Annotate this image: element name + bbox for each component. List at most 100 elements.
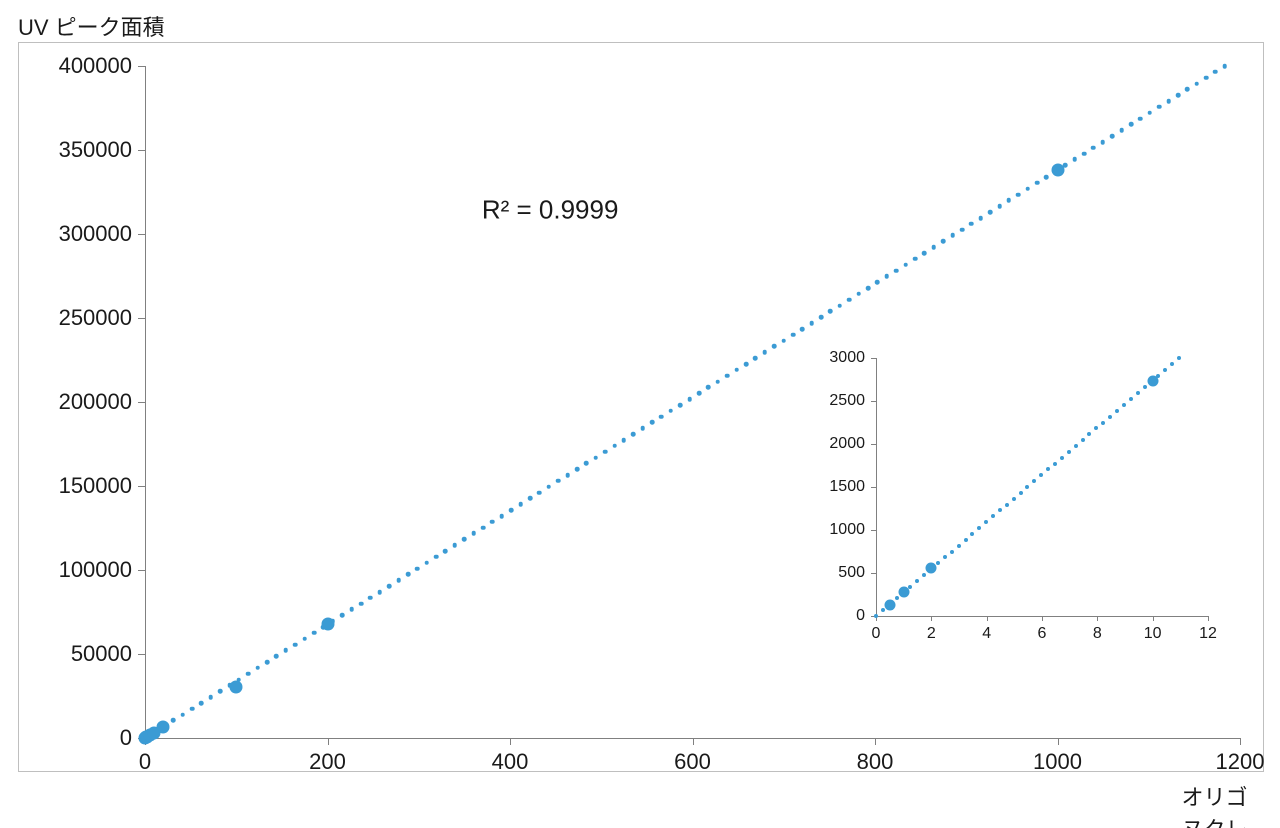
inset-trend-dot bbox=[881, 608, 885, 612]
trend-dot bbox=[349, 607, 354, 612]
trend-dot bbox=[650, 420, 655, 425]
trend-dot bbox=[1025, 186, 1030, 191]
y-axis-line bbox=[145, 66, 146, 738]
y-tick-label: 250000 bbox=[59, 305, 132, 331]
trend-dot bbox=[500, 514, 505, 519]
x-tick-mark bbox=[1240, 738, 1241, 745]
trend-dot bbox=[1157, 105, 1162, 110]
inset-y-tick-mark bbox=[871, 530, 876, 531]
inset-x-tick-label: 8 bbox=[1093, 625, 1102, 643]
trend-dot bbox=[208, 695, 213, 700]
trend-dot bbox=[687, 397, 692, 402]
y-tick-mark bbox=[138, 402, 145, 403]
trend-dot bbox=[462, 537, 467, 542]
trend-dot bbox=[622, 438, 627, 443]
inset-trend-dot bbox=[1005, 503, 1009, 507]
inset-trend-dot bbox=[1108, 415, 1112, 419]
inset-trend-dot bbox=[1170, 362, 1174, 366]
trend-dot bbox=[744, 362, 749, 367]
inset-trend-dot bbox=[1032, 479, 1036, 483]
inset-trend-dot bbox=[970, 532, 974, 536]
trend-dot bbox=[434, 555, 439, 560]
inset-data-point bbox=[926, 562, 937, 573]
inset-x-tick-label: 4 bbox=[982, 625, 991, 643]
trend-dot bbox=[1223, 64, 1228, 69]
trend-dot bbox=[255, 666, 260, 671]
trend-dot bbox=[866, 286, 871, 291]
trend-dot bbox=[903, 262, 908, 267]
inset-x-tick-label: 6 bbox=[1038, 625, 1047, 643]
trend-dot bbox=[1007, 198, 1012, 203]
trend-dot bbox=[1129, 122, 1134, 127]
trend-dot bbox=[1176, 93, 1181, 98]
inset-trend-dot bbox=[936, 561, 940, 565]
trend-dot bbox=[453, 543, 458, 548]
trend-dot bbox=[997, 204, 1002, 209]
inset-data-point bbox=[884, 599, 895, 610]
trend-dot bbox=[950, 233, 955, 238]
trend-dot bbox=[603, 449, 608, 454]
trend-dot bbox=[1016, 192, 1021, 197]
data-point bbox=[1051, 164, 1064, 177]
trend-dot bbox=[471, 531, 476, 536]
trend-dot bbox=[753, 356, 758, 361]
x-tick-label: 1000 bbox=[1033, 749, 1082, 775]
y-tick-label: 100000 bbox=[59, 557, 132, 583]
trend-dot bbox=[171, 718, 176, 723]
x-tick-mark bbox=[1058, 738, 1059, 745]
trend-dot bbox=[716, 379, 721, 384]
inset-trend-dot bbox=[998, 508, 1002, 512]
trend-dot bbox=[697, 391, 702, 396]
trend-dot bbox=[772, 344, 777, 349]
trend-dot bbox=[612, 444, 617, 449]
inset-trend-dot bbox=[874, 614, 878, 618]
inset-x-tick-mark bbox=[1153, 616, 1154, 621]
trend-dot bbox=[481, 525, 486, 530]
trend-dot bbox=[443, 549, 448, 554]
trend-dot bbox=[1194, 81, 1199, 86]
inset-x-tick-mark bbox=[987, 616, 988, 621]
trend-dot bbox=[885, 274, 890, 279]
inset-trend-dot bbox=[1060, 456, 1064, 460]
trend-dot bbox=[406, 572, 411, 577]
inset-trend-dot bbox=[1074, 444, 1078, 448]
trend-dot bbox=[659, 414, 664, 419]
trend-dot bbox=[1072, 157, 1077, 162]
trend-dot bbox=[518, 502, 523, 507]
inset-x-tick-label: 2 bbox=[927, 625, 936, 643]
y-tick-mark bbox=[138, 150, 145, 151]
x-tick-label: 0 bbox=[139, 749, 151, 775]
trend-dot bbox=[988, 210, 993, 215]
inset-plot-area: 024681012050010001500200025003000 bbox=[876, 358, 1208, 616]
trend-dot bbox=[368, 595, 373, 600]
trend-dot bbox=[509, 508, 514, 513]
trend-dot bbox=[913, 257, 918, 262]
y-tick-mark bbox=[138, 318, 145, 319]
data-point bbox=[230, 680, 243, 693]
trend-dot bbox=[791, 333, 796, 338]
inset-data-point bbox=[898, 586, 909, 597]
inset-trend-dot bbox=[1039, 473, 1043, 477]
inset-trend-dot bbox=[895, 596, 899, 600]
x-tick-mark bbox=[510, 738, 511, 745]
trend-dot bbox=[856, 292, 861, 297]
y-tick-label: 50000 bbox=[71, 641, 132, 667]
trend-dot bbox=[274, 654, 279, 659]
trend-dot bbox=[1147, 110, 1152, 115]
trend-dot bbox=[359, 601, 364, 606]
inset-trend-dot bbox=[984, 520, 988, 524]
trend-dot bbox=[669, 408, 674, 413]
trend-dot bbox=[377, 590, 382, 595]
inset-trend-dot bbox=[1101, 421, 1105, 425]
r-squared-annotation: R² = 0.9999 bbox=[482, 195, 619, 226]
x-tick-label: 400 bbox=[492, 749, 529, 775]
trend-dot bbox=[1091, 146, 1096, 151]
y-tick-mark bbox=[138, 66, 145, 67]
inset-trend-dot bbox=[1067, 450, 1071, 454]
y-tick-mark bbox=[138, 486, 145, 487]
trend-dot bbox=[1082, 151, 1087, 156]
trend-dot bbox=[312, 631, 317, 636]
y-tick-label: 0 bbox=[120, 725, 132, 751]
trend-dot bbox=[575, 467, 580, 472]
trend-dot bbox=[490, 519, 495, 524]
